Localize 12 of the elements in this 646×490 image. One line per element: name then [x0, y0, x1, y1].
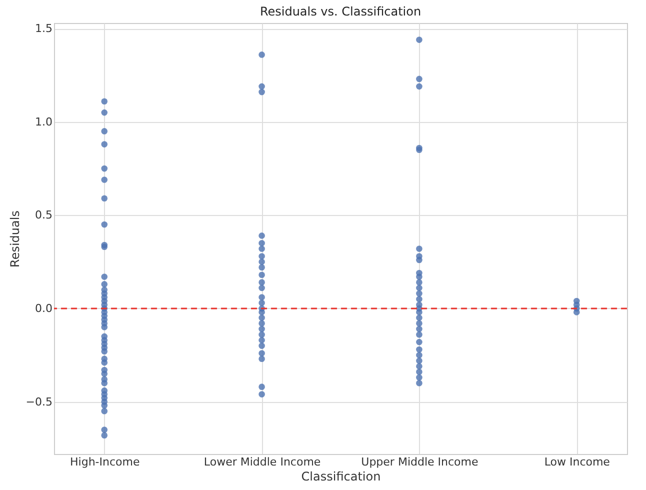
y-axis-title: Residuals [8, 210, 22, 268]
y-tick-label: 0.5 [35, 208, 52, 222]
chart-title: Residuals vs. Classification [260, 4, 422, 19]
y-tick-label: 1.5 [35, 22, 52, 36]
y-tick-label: 0.0 [35, 302, 52, 315]
y-tick-label: 1.0 [35, 115, 52, 128]
x-tick-label: Upper Middle Income [361, 456, 478, 468]
y-tick-label: −0.5 [26, 395, 52, 408]
x-tick-label: Lower Middle Income [204, 456, 321, 468]
x-axis-title: Classification [301, 470, 381, 484]
x-tick-label: Low Income [544, 456, 610, 468]
x-tick-label: High-Income [70, 456, 140, 468]
